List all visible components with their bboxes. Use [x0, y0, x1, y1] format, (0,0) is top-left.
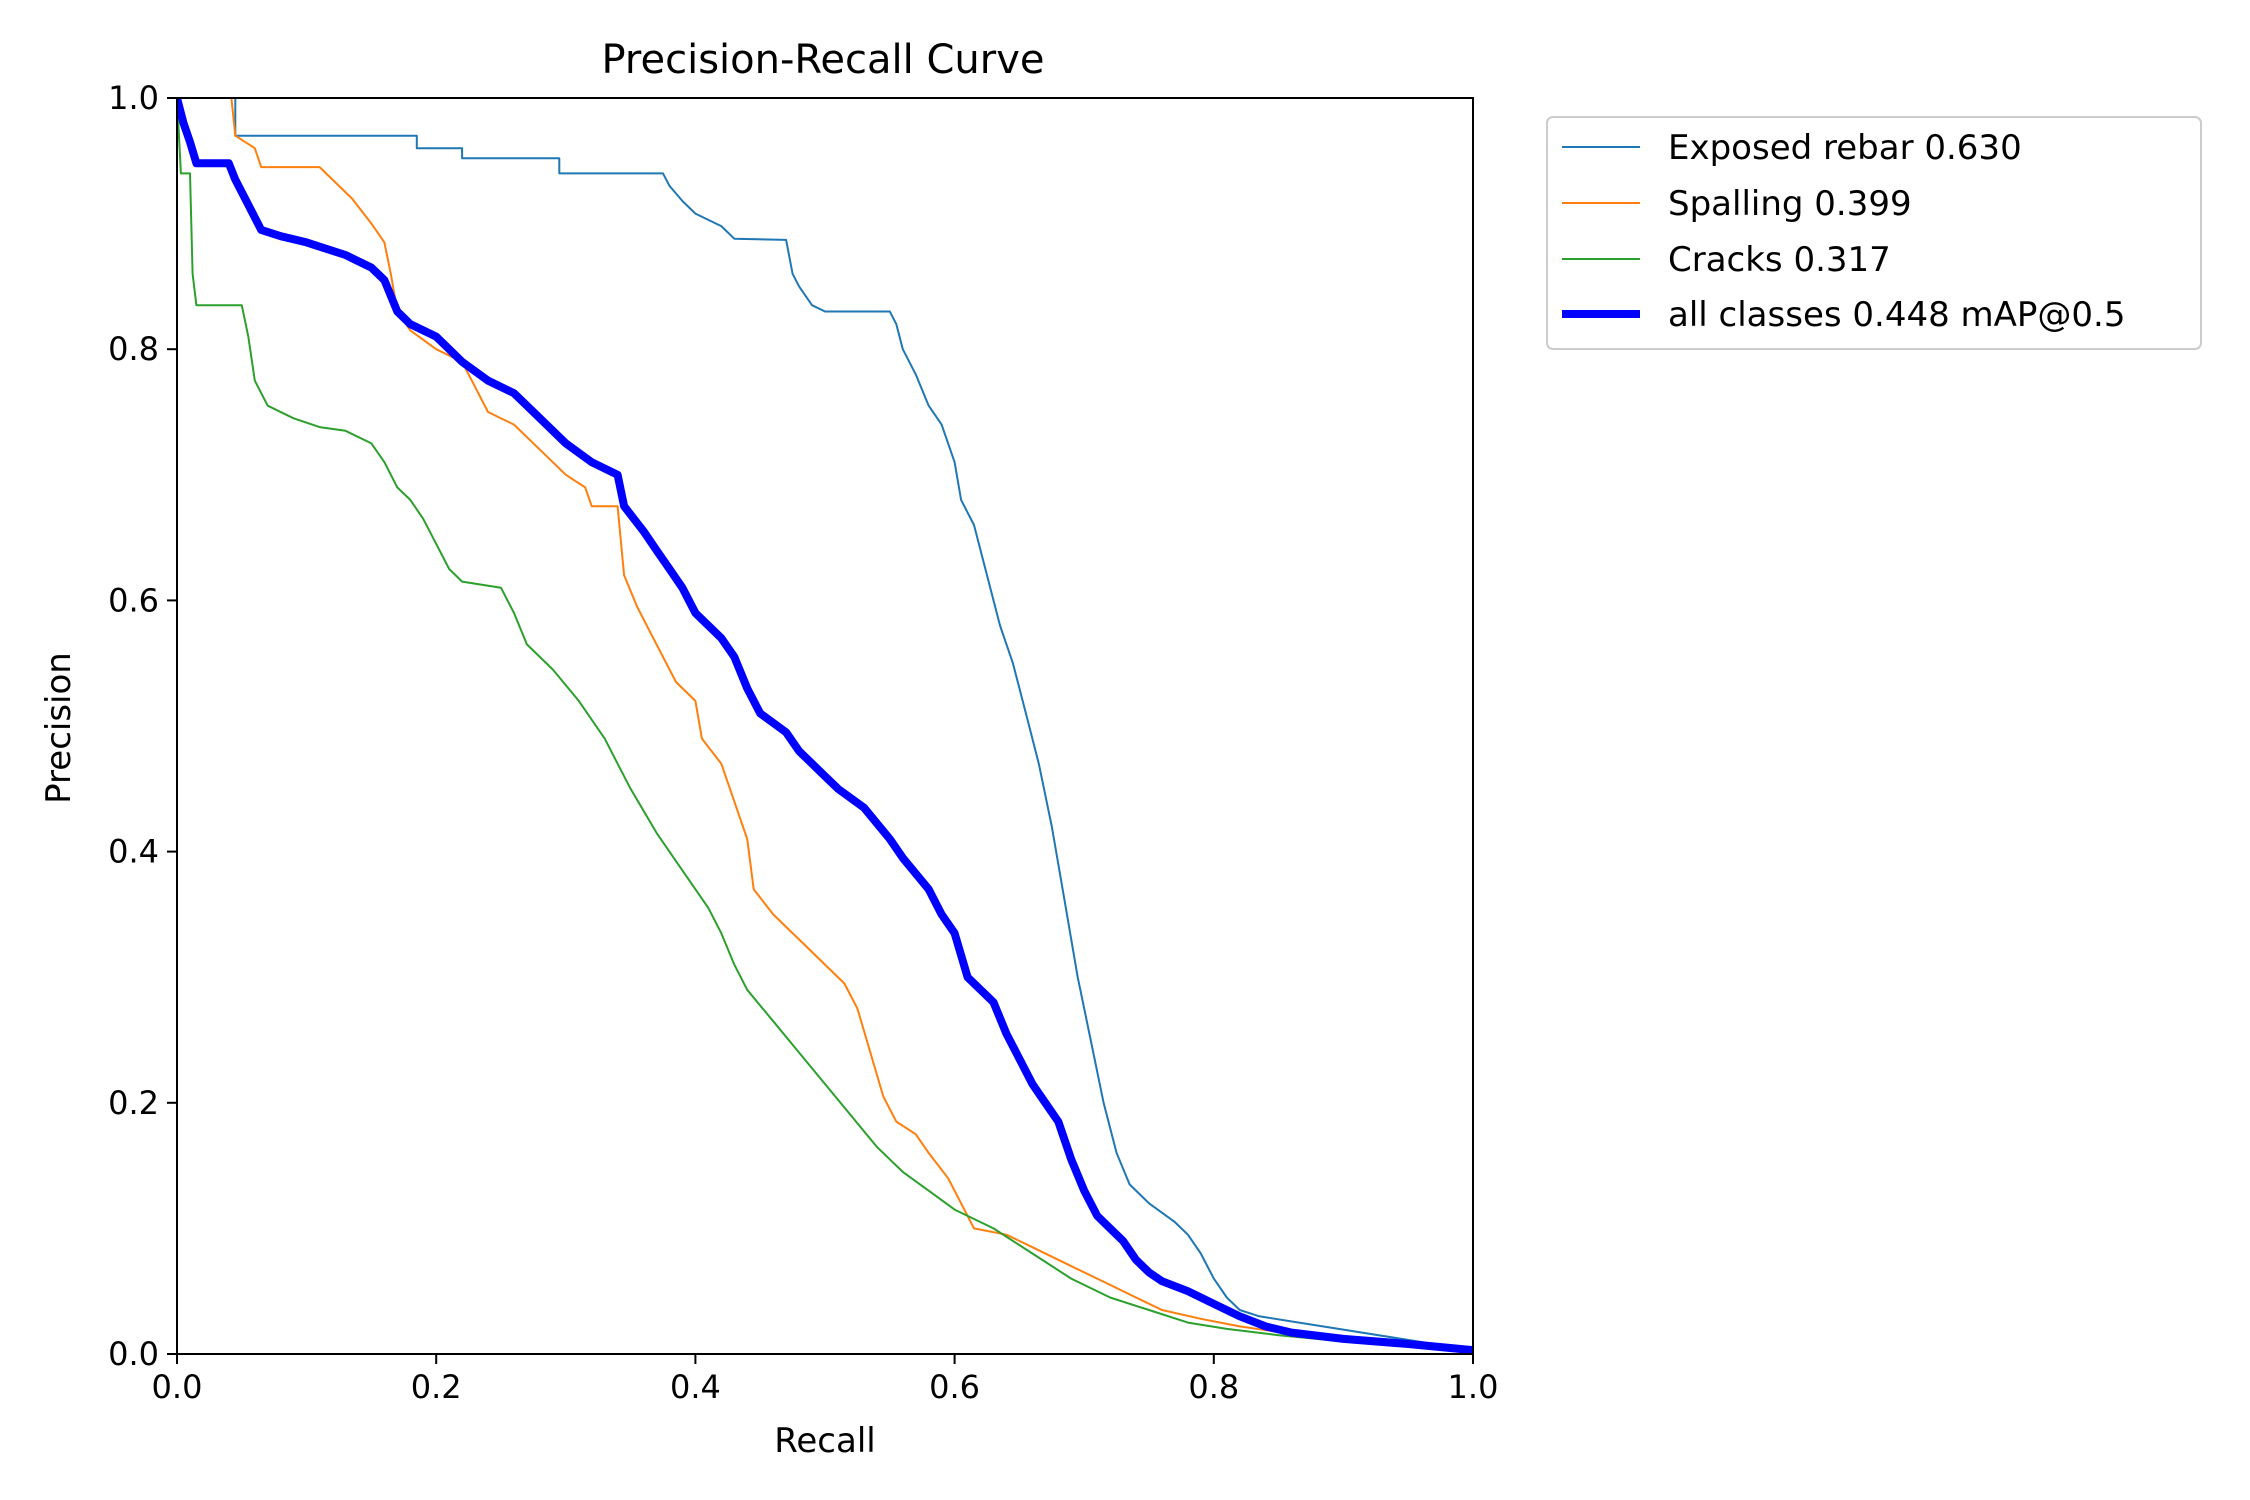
x-tick-label: 0.8 — [1188, 1368, 1239, 1406]
legend-label-exposed-rebar: Exposed rebar 0.630 — [1668, 128, 2022, 168]
legend: Exposed rebar 0.630 Spalling 0.399 Crack… — [1546, 116, 2202, 350]
x-tick-label: 0.2 — [411, 1368, 462, 1406]
y-axis-label: Precision — [39, 652, 79, 804]
series-line-spalling — [177, 97, 1473, 1352]
x-tick-label: 0.0 — [152, 1368, 203, 1406]
y-axis-ticks: 0.0 0.2 0.4 0.6 0.8 1.0 — [108, 79, 177, 1373]
x-axis-ticks: 0.0 0.2 0.4 0.6 0.8 1.0 — [152, 1354, 1499, 1406]
x-tick-label: 1.0 — [1448, 1368, 1499, 1406]
y-tick-label: 0.8 — [108, 330, 159, 368]
series-line-cracks — [177, 97, 1473, 1352]
y-tick-label: 0.4 — [108, 833, 159, 871]
legend-label-spalling: Spalling 0.399 — [1668, 184, 1912, 224]
legend-box — [1546, 116, 2202, 350]
x-tick-label: 0.6 — [929, 1368, 980, 1406]
legend-label-cracks: Cracks 0.317 — [1668, 240, 1891, 280]
y-tick-label: 0.0 — [108, 1335, 159, 1373]
y-tick-label: 0.6 — [108, 581, 159, 619]
y-tick-label: 1.0 — [108, 79, 159, 117]
x-tick-label: 0.4 — [670, 1368, 721, 1406]
legend-label-all-classes: all classes 0.448 mAP@0.5 — [1668, 295, 2125, 335]
series-line-exposed-rebar — [177, 97, 1473, 1352]
chart-title: Precision-Recall Curve — [602, 37, 1045, 83]
series-lines — [177, 96, 1473, 1354]
series-line-all-classes — [177, 96, 1473, 1354]
plot-frame — [176, 97, 1474, 1355]
x-axis-label: Recall — [774, 1421, 875, 1461]
y-tick-label: 0.2 — [108, 1084, 159, 1122]
